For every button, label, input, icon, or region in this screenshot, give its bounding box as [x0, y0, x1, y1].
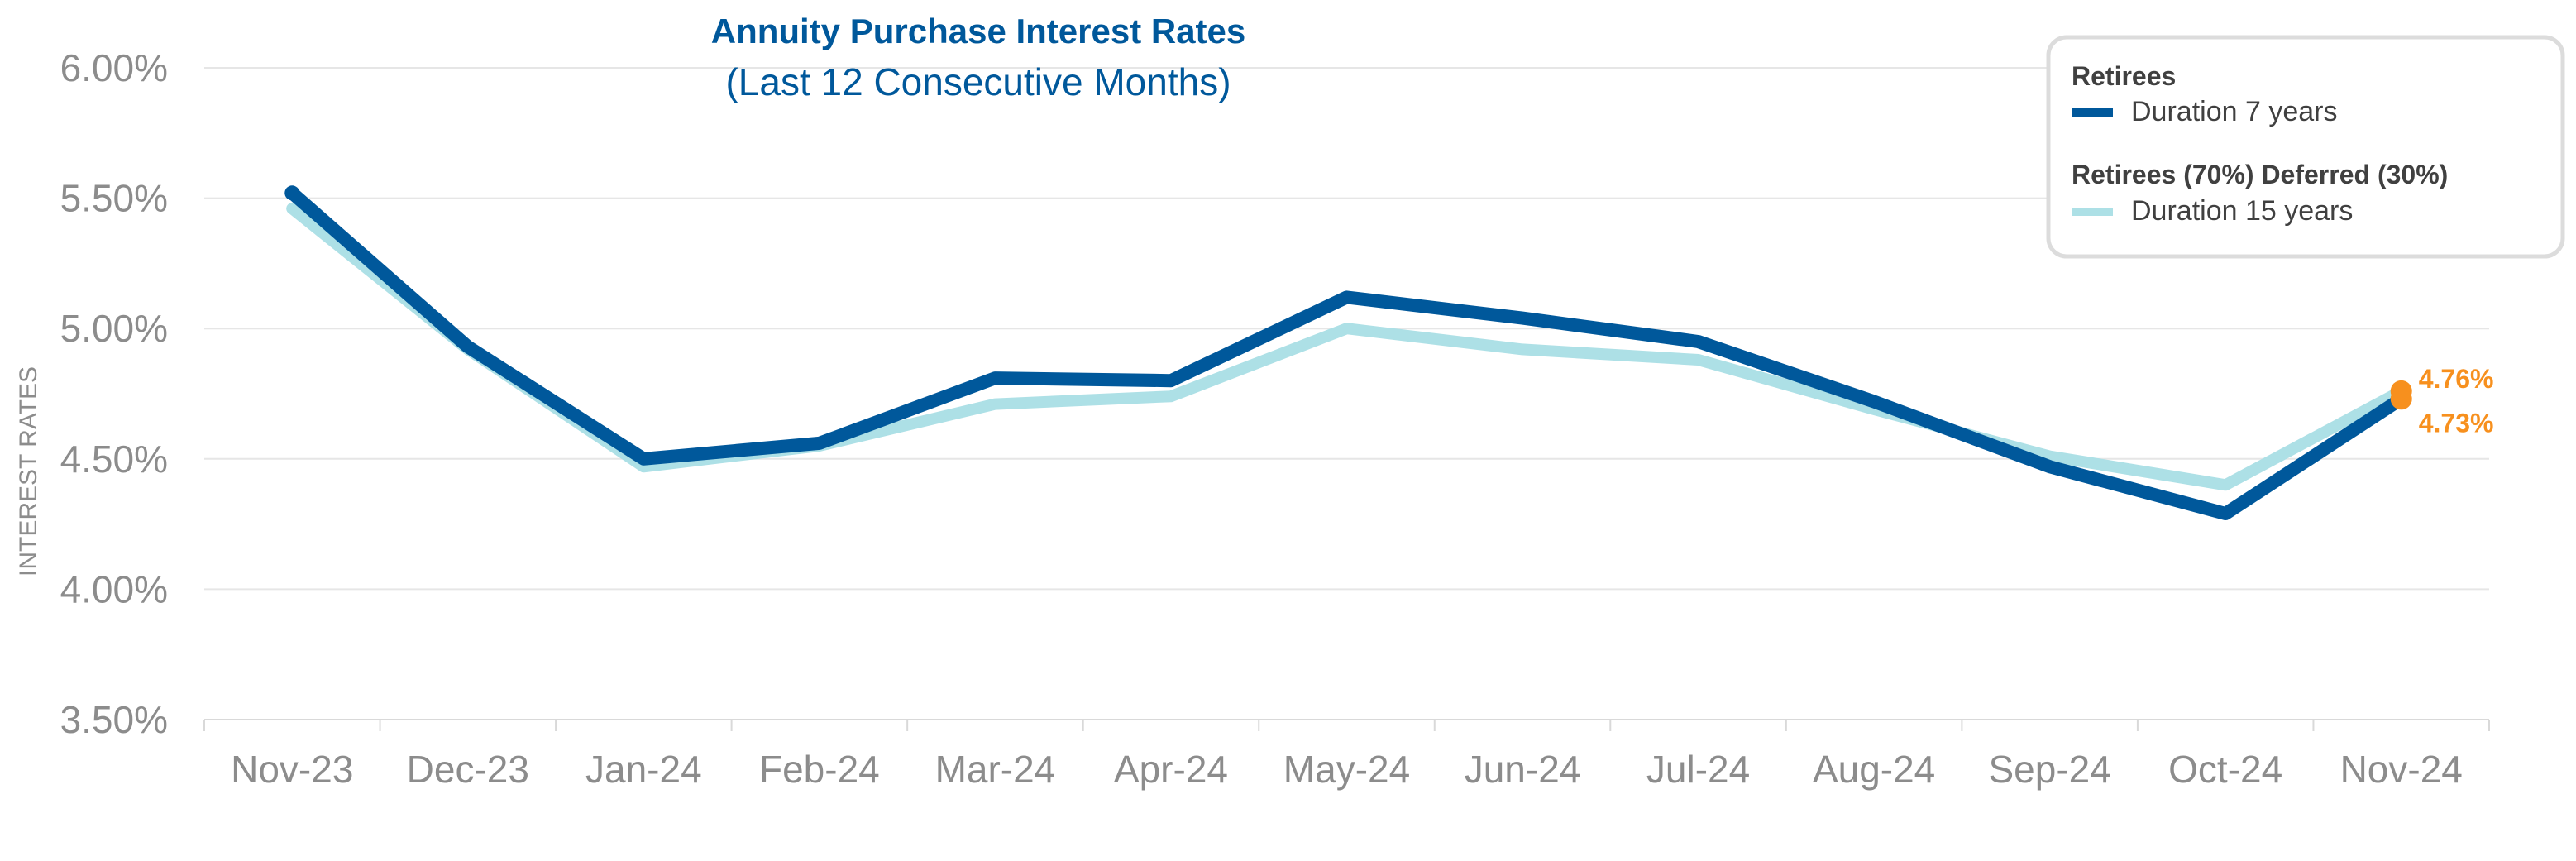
chart-subtitle: (Last 12 Consecutive Months)	[725, 60, 1231, 103]
legend-box	[2046, 35, 2565, 259]
y-tick-label: 4.50%	[60, 438, 168, 481]
x-tick-label: Jun-24	[1465, 748, 1581, 791]
x-tick-label: May-24	[1283, 748, 1410, 791]
x-tick-label: Jul-24	[1646, 748, 1750, 791]
y-tick-label: 4.00%	[60, 567, 168, 610]
x-tick-label: Nov-24	[2340, 748, 2463, 791]
y-axis-label: INTEREST RATES	[15, 366, 42, 576]
end-point-marker	[2390, 388, 2412, 410]
end-point-label: 4.76%	[2419, 364, 2494, 394]
x-tick-label: Aug-24	[1813, 748, 1935, 791]
x-tick-label: Jan-24	[585, 748, 702, 791]
y-tick-label: 5.00%	[60, 307, 168, 350]
series-lines	[284, 185, 2408, 520]
y-tick-label: 5.50%	[60, 177, 168, 220]
y-tick-label: 3.50%	[60, 698, 168, 741]
legend-group1-title: Retirees	[2072, 61, 2176, 91]
x-tick-label: Feb-24	[759, 748, 880, 791]
y-tick-label: 6.00%	[60, 46, 168, 89]
chart-title: Annuity Purchase Interest Rates	[711, 12, 1246, 50]
x-tick-label: Mar-24	[935, 748, 1056, 791]
x-tick-label: Dec-23	[407, 748, 529, 791]
series-line-duration-15-years	[286, 203, 2407, 491]
end-point-annotations: 4.76% 4.73%	[2390, 364, 2494, 438]
x-tick-label: Apr-24	[1114, 748, 1228, 791]
series-line-duration-7-years	[285, 186, 2408, 520]
series-start-point	[284, 185, 300, 201]
y-axis-tick-labels: 3.50% 4.00% 4.50% 5.00% 5.50% 6.00%	[60, 46, 168, 741]
x-tick-label: Nov-23	[231, 748, 353, 791]
x-tick-label: Oct-24	[2168, 748, 2282, 791]
legend-item-15yr: Duration 15 years	[2131, 195, 2353, 227]
series-start-point	[286, 203, 299, 215]
x-tick-label: Sep-24	[1988, 748, 2110, 791]
legend: Retirees Duration 7 years Retirees (70%)…	[2046, 35, 2565, 259]
x-axis-tick-labels: Nov-23 Dec-23 Jan-24 Feb-24 Mar-24 Apr-24 May-…	[231, 748, 2463, 791]
end-point-label: 4.73%	[2419, 408, 2494, 438]
x-axis	[203, 719, 2490, 731]
legend-item-7yr: Duration 7 years	[2131, 96, 2337, 127]
legend-group2-title: Retirees (70%) Deferred (30%)	[2072, 160, 2448, 189]
